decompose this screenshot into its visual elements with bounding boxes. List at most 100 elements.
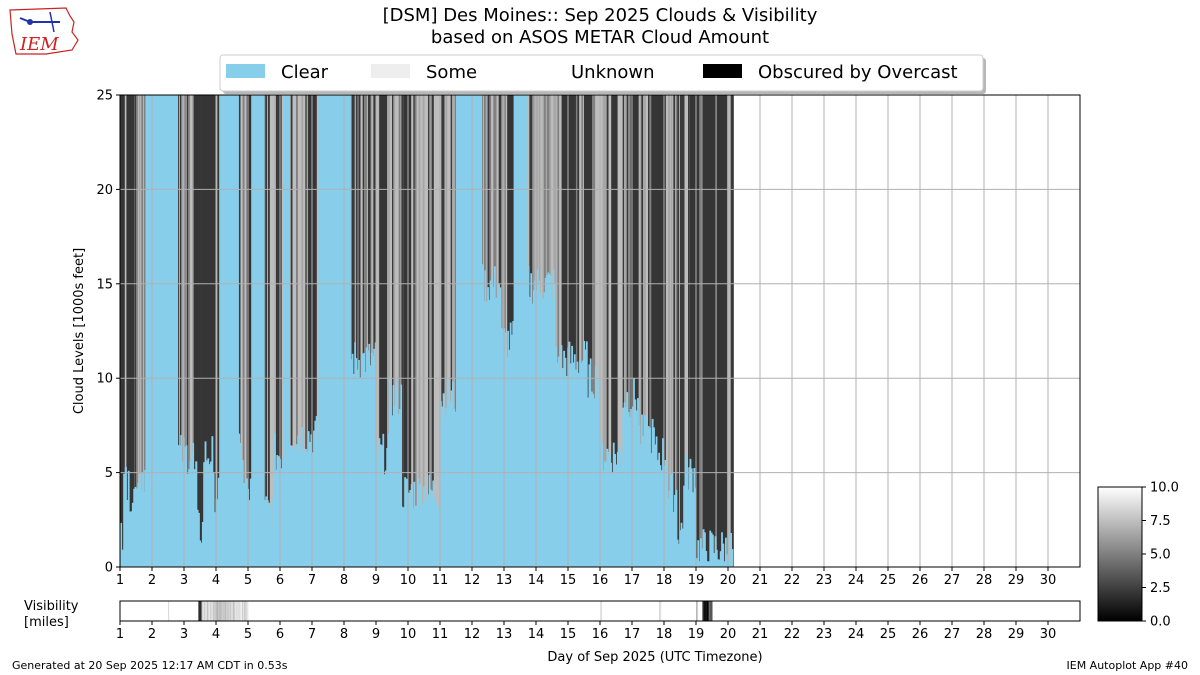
clear-segment — [165, 95, 168, 567]
clear-segment — [592, 393, 595, 567]
clear-segment — [395, 390, 397, 567]
cloud-column — [265, 95, 268, 567]
x-tick-label: 4 — [212, 573, 220, 588]
visibility-band — [229, 601, 231, 621]
visibility-band — [704, 601, 706, 621]
clear-segment — [252, 95, 255, 567]
clear-segment — [333, 95, 336, 567]
visibility-band — [696, 601, 698, 621]
clear-segment — [186, 473, 189, 567]
visibility-band — [212, 601, 214, 621]
clear-segment — [480, 95, 483, 567]
clear-segment — [223, 95, 226, 567]
clear-segment — [338, 95, 340, 567]
clear-segment — [681, 528, 684, 567]
visibility-band — [222, 601, 224, 621]
vis-x-tick-label: 21 — [752, 627, 769, 642]
clear-segment — [600, 435, 602, 567]
clear-segment — [580, 363, 583, 567]
clear-segment — [396, 379, 399, 567]
cloud-column — [134, 95, 137, 567]
vis-x-tick-label: 19 — [688, 627, 705, 642]
clear-segment — [154, 95, 157, 567]
clear-segment — [457, 95, 460, 567]
cloud-column — [606, 95, 609, 567]
clear-segment — [676, 539, 679, 567]
x-tick-label: 1 — [116, 573, 124, 588]
clear-segment — [542, 298, 544, 567]
clear-segment — [176, 95, 179, 567]
cloud-column — [454, 95, 457, 567]
clear-segment — [142, 492, 145, 567]
visibility-band — [222, 601, 224, 621]
clear-segment — [631, 406, 634, 567]
cloud-column — [682, 95, 685, 567]
visibility-band — [212, 601, 214, 621]
clear-segment — [650, 453, 653, 567]
visibility-band — [234, 601, 236, 621]
clear-segment — [416, 506, 419, 567]
clear-segment — [526, 276, 529, 567]
clear-segment — [659, 465, 662, 567]
clear-segment — [230, 95, 233, 567]
clear-segment — [378, 438, 381, 567]
clear-segment — [449, 401, 452, 567]
clear-segment — [339, 95, 342, 567]
clear-segment — [382, 433, 385, 567]
clear-segment — [331, 95, 334, 567]
clear-segment — [564, 357, 567, 567]
visibility-band — [205, 601, 207, 621]
clear-segment — [547, 272, 550, 567]
cloud-column — [681, 95, 684, 567]
colorbar-tick-label: 10.0 — [1150, 481, 1179, 496]
x-tick-label: 22 — [784, 573, 801, 588]
clear-segment — [479, 95, 481, 567]
visibility-band — [209, 601, 211, 621]
visibility-colorbar — [1097, 486, 1143, 622]
legend-swatch — [226, 64, 265, 78]
cloud-column — [305, 95, 308, 567]
vis-x-tick-label: 25 — [880, 627, 897, 642]
clear-segment — [464, 95, 467, 567]
clear-segment — [700, 538, 702, 567]
clear-segment — [383, 474, 386, 567]
clear-segment — [577, 372, 580, 567]
clear-segment — [708, 561, 710, 567]
visibility-band — [226, 601, 228, 621]
y-tick-label: 10 — [96, 372, 113, 387]
visibility-band — [200, 601, 203, 621]
clear-segment — [239, 442, 242, 567]
clear-segment — [266, 500, 269, 567]
cloud-column — [625, 95, 628, 567]
clear-segment — [158, 95, 161, 567]
clear-segment — [713, 553, 716, 567]
clear-segment — [365, 347, 368, 567]
clear-segment — [277, 456, 280, 567]
clear-segment — [237, 95, 239, 567]
clear-segment — [555, 346, 558, 567]
clear-segment — [696, 558, 698, 567]
clear-segment — [156, 95, 159, 567]
clear-segment — [668, 490, 671, 567]
visibility-band — [218, 601, 220, 621]
cloud-column — [192, 95, 194, 567]
x-tick-label: 5 — [244, 573, 252, 588]
footer-generated: Generated at 20 Sep 2025 12:17 AM CDT in… — [12, 659, 288, 672]
clear-segment — [189, 460, 192, 567]
visibility-band — [198, 601, 200, 621]
clear-segment — [169, 95, 172, 567]
visibility-band — [246, 601, 248, 621]
visibility-band — [202, 601, 204, 621]
visibility-band — [696, 601, 699, 621]
clear-segment — [658, 452, 661, 567]
clear-segment — [417, 478, 420, 567]
visibility-band — [703, 601, 705, 621]
visibility-band — [219, 601, 221, 621]
visibility-band — [210, 601, 212, 621]
clear-segment — [161, 95, 164, 567]
clear-segment — [425, 499, 428, 567]
clear-segment — [511, 334, 513, 567]
clear-segment — [573, 354, 576, 567]
cloud-column — [605, 95, 608, 567]
vis-x-tick-label: 14 — [528, 627, 545, 642]
